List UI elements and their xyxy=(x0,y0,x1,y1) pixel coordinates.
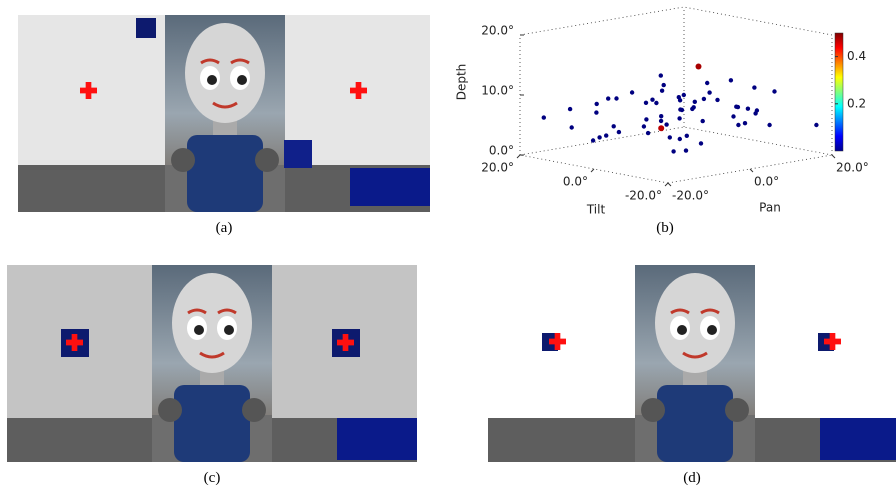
panel-a xyxy=(18,15,430,212)
caption: (d) xyxy=(683,470,701,486)
colorbar-tick-label: 0.2 xyxy=(847,96,866,110)
point xyxy=(595,102,599,106)
y-tick-label: -20.0° xyxy=(625,189,662,203)
point xyxy=(646,131,650,135)
point xyxy=(682,93,686,97)
point xyxy=(767,123,771,127)
y-tick xyxy=(591,169,594,172)
x-tick xyxy=(750,169,753,172)
point xyxy=(693,100,697,104)
z-tick-label: 10.0° xyxy=(481,84,514,98)
x-tick xyxy=(832,155,835,158)
point xyxy=(755,108,759,112)
figure: (a) (c) (d) Depth Tilt Pan 0.0° 10.0° 20.0… xyxy=(0,0,896,497)
point xyxy=(746,107,750,111)
point xyxy=(702,97,706,101)
box-edge xyxy=(684,127,832,155)
z-tick-label: 0.0° xyxy=(489,144,514,158)
x-tick-label: 0.0° xyxy=(754,175,779,189)
point xyxy=(658,125,664,131)
point xyxy=(705,81,709,85)
point xyxy=(630,90,634,94)
x-axis-label: Pan xyxy=(759,201,781,215)
point xyxy=(542,115,546,119)
colorbar-tick-label: 0.4 xyxy=(847,49,866,63)
point xyxy=(743,121,747,125)
point xyxy=(731,114,735,118)
point xyxy=(734,105,738,109)
point xyxy=(654,101,658,105)
y-tick-label: 20.0° xyxy=(481,161,514,175)
point xyxy=(659,114,663,118)
x-tick-label: 20.0° xyxy=(836,161,869,175)
point xyxy=(644,117,648,121)
point xyxy=(650,98,654,102)
y-tick xyxy=(665,183,668,186)
point xyxy=(699,141,703,145)
point xyxy=(597,135,601,139)
point xyxy=(612,124,616,128)
box-edge xyxy=(684,7,832,35)
point xyxy=(678,137,682,141)
point xyxy=(606,96,610,100)
caption: (c) xyxy=(204,470,221,486)
point xyxy=(814,123,818,127)
point xyxy=(678,107,682,111)
x-tick-label: -20.0° xyxy=(672,189,709,203)
point xyxy=(678,98,682,102)
point xyxy=(659,119,663,123)
point xyxy=(715,98,719,102)
point xyxy=(644,101,648,105)
point xyxy=(671,149,675,153)
point xyxy=(642,124,646,128)
z-axis-label: Depth xyxy=(455,64,469,101)
point xyxy=(668,135,672,139)
point xyxy=(660,89,664,93)
panel-d xyxy=(488,265,896,462)
point xyxy=(659,73,663,77)
scatter-3d: Depth Tilt Pan 0.0° 10.0° 20.0° -20.0° 0.0° 2… xyxy=(455,7,869,217)
point xyxy=(707,90,711,94)
y-tick xyxy=(517,155,520,158)
point xyxy=(570,125,574,129)
point xyxy=(729,78,733,82)
point xyxy=(685,134,689,138)
colorbar xyxy=(835,33,843,151)
point xyxy=(614,96,618,100)
y-tick-label: 0.0° xyxy=(563,175,588,189)
point xyxy=(696,64,702,70)
caption: (b) xyxy=(656,220,674,236)
box-edge xyxy=(520,7,684,35)
x-tick xyxy=(668,183,671,186)
point xyxy=(594,110,598,114)
point xyxy=(690,107,694,111)
panel-c xyxy=(7,265,417,462)
point xyxy=(662,83,666,87)
point xyxy=(701,119,705,123)
point xyxy=(664,122,668,126)
point xyxy=(752,85,756,89)
point xyxy=(772,89,776,93)
point xyxy=(684,148,688,152)
y-axis-label: Tilt xyxy=(586,203,606,217)
point xyxy=(617,130,621,134)
point xyxy=(736,123,740,127)
z-tick-label: 20.0° xyxy=(481,24,514,38)
point xyxy=(591,138,595,142)
point xyxy=(604,133,608,137)
caption: (a) xyxy=(216,220,233,236)
box-edge xyxy=(520,127,684,155)
point xyxy=(677,116,681,120)
point xyxy=(568,107,572,111)
